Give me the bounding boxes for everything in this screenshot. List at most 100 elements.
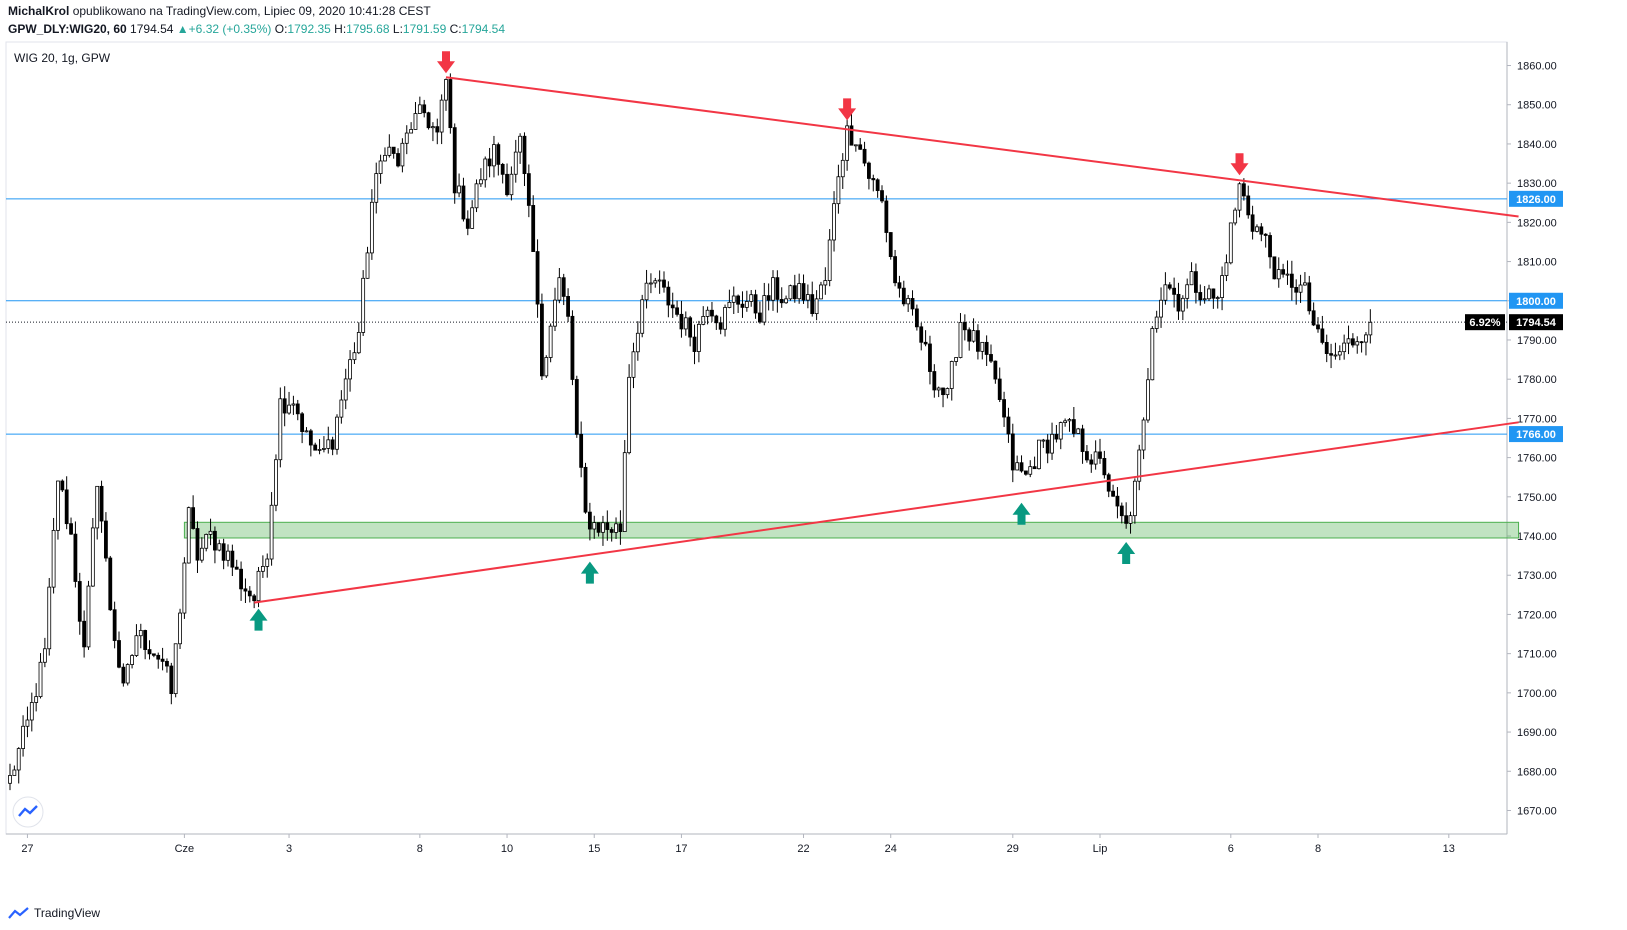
candle xyxy=(287,391,291,415)
candle-body xyxy=(1041,439,1046,442)
candle-body xyxy=(252,595,257,602)
candle xyxy=(147,640,152,660)
candle xyxy=(749,289,754,307)
candle xyxy=(675,300,679,317)
candle-body xyxy=(762,295,767,323)
candle-body xyxy=(369,201,374,254)
candle xyxy=(1220,266,1224,311)
candle xyxy=(1037,439,1041,470)
candle-body xyxy=(1098,451,1102,459)
candle-body xyxy=(701,316,706,325)
candle-body xyxy=(1115,495,1120,507)
candle xyxy=(483,156,488,188)
candle xyxy=(958,313,963,359)
candle xyxy=(967,327,972,351)
candle-body xyxy=(199,547,204,561)
candle xyxy=(880,185,884,204)
candle-body xyxy=(1320,328,1325,343)
candle-body xyxy=(383,154,387,162)
candle xyxy=(435,118,440,145)
candle xyxy=(195,521,200,574)
candle-body xyxy=(901,287,906,305)
candle xyxy=(369,189,374,260)
y-tick-label: 1710.00 xyxy=(1517,649,1557,661)
candle xyxy=(391,146,396,159)
candle-body xyxy=(810,294,815,315)
candle-body xyxy=(548,325,553,358)
candle-body xyxy=(56,480,60,531)
candle xyxy=(1337,345,1342,361)
candle-body xyxy=(217,543,222,551)
candle xyxy=(1233,207,1238,226)
candle-body xyxy=(993,360,998,380)
candle xyxy=(243,578,248,604)
author-name[interactable]: MichalKrol xyxy=(8,4,70,18)
candle-body xyxy=(117,640,121,668)
candle xyxy=(557,267,562,304)
candle xyxy=(932,364,937,398)
level-price-label: 1826.00 xyxy=(1516,194,1556,206)
publish-line: MichalKrol opublikowano na TradingView.c… xyxy=(8,4,431,18)
candle xyxy=(505,163,509,197)
candle-body xyxy=(797,283,802,300)
y-tick-label: 1750.00 xyxy=(1517,492,1557,504)
last-price-pct-badge xyxy=(1465,314,1505,331)
candle-body xyxy=(287,404,291,414)
up-triangle-icon: ▲ xyxy=(176,22,189,36)
candle xyxy=(683,311,688,336)
candle-body xyxy=(1163,284,1168,301)
candle-body xyxy=(949,361,954,389)
candle xyxy=(165,658,169,673)
candle-body xyxy=(958,321,963,358)
candle-body xyxy=(910,298,915,310)
candle xyxy=(1241,178,1246,201)
candle-body xyxy=(234,566,239,570)
candle-body xyxy=(884,200,889,233)
candle xyxy=(1115,487,1120,519)
candle xyxy=(1141,417,1146,460)
candle xyxy=(1342,334,1347,360)
candle xyxy=(313,442,318,451)
candle xyxy=(134,624,139,657)
candle xyxy=(1111,484,1115,497)
candle xyxy=(374,162,379,214)
candle-body xyxy=(330,439,335,450)
candle-body xyxy=(1241,183,1246,197)
candle-body xyxy=(718,322,723,330)
candle-body xyxy=(1250,214,1255,232)
candle-body xyxy=(557,277,562,301)
candles-group xyxy=(8,73,1373,791)
candle-body xyxy=(478,179,483,185)
candle-body xyxy=(553,299,557,327)
candle xyxy=(832,191,836,252)
candle xyxy=(1098,438,1102,464)
candle xyxy=(862,141,867,167)
candle xyxy=(64,476,69,530)
candle xyxy=(788,284,793,301)
candle-body xyxy=(378,160,383,174)
candle xyxy=(814,290,819,321)
candle xyxy=(125,663,130,686)
candle xyxy=(1368,309,1373,344)
candle-body xyxy=(269,504,274,560)
candle-body xyxy=(134,635,139,656)
candle-body xyxy=(173,643,178,695)
candle xyxy=(417,96,422,114)
candle xyxy=(151,653,156,658)
low-value: 1791.59 xyxy=(402,22,447,36)
candle xyxy=(383,147,387,162)
candle xyxy=(1307,275,1312,315)
candle-body xyxy=(121,666,126,684)
candle xyxy=(361,270,366,336)
candle-body xyxy=(191,507,196,529)
candle xyxy=(169,662,174,705)
candle-body xyxy=(758,312,762,323)
footer-brand[interactable]: TradingView xyxy=(34,905,101,920)
candle xyxy=(178,608,182,650)
candle xyxy=(1128,511,1133,534)
candle xyxy=(1189,262,1194,286)
candle xyxy=(640,294,645,338)
arrow-up-icon xyxy=(580,561,599,584)
y-tick-label: 1670.00 xyxy=(1517,805,1557,817)
